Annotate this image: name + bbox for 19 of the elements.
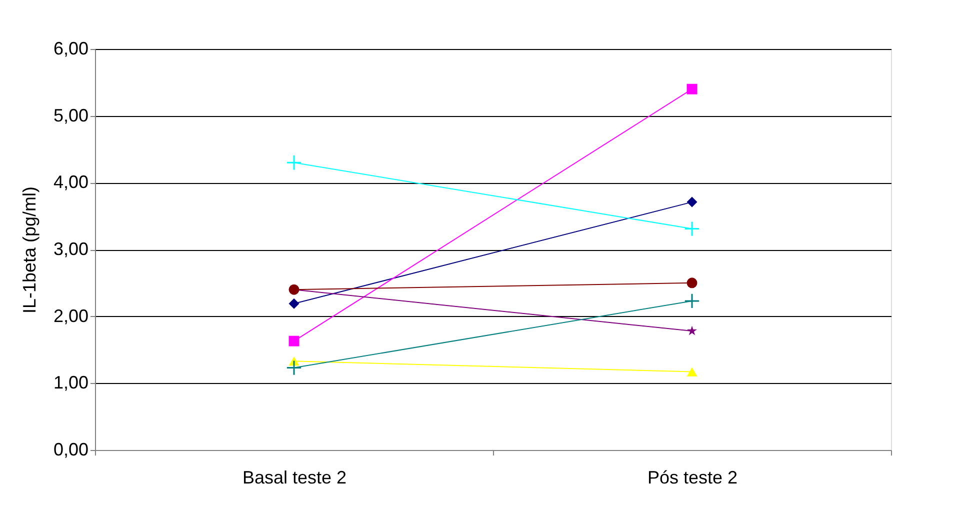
point [684, 220, 700, 237]
point [684, 293, 700, 309]
y-tick-label: 6,00 [53, 38, 88, 58]
y-tick-label: 5,00 [53, 105, 88, 126]
point [288, 298, 300, 309]
y-axis-title: IL-1beta (pg/ml) [19, 186, 40, 314]
y-tick-label: 3,00 [53, 239, 88, 259]
point [686, 196, 698, 208]
y-tick-label: 0,00 [53, 440, 88, 460]
x-tick-label: Pós teste 2 [647, 468, 738, 488]
point [288, 336, 300, 346]
point [686, 278, 698, 288]
y-tick-label: 2,00 [53, 306, 88, 326]
point [687, 326, 697, 336]
y-tick-label: 1,00 [53, 372, 88, 393]
point [286, 154, 302, 170]
x-tick-label: Basal teste 2 [242, 468, 347, 488]
y-tick-label: 4,00 [53, 172, 88, 192]
point [686, 84, 698, 94]
